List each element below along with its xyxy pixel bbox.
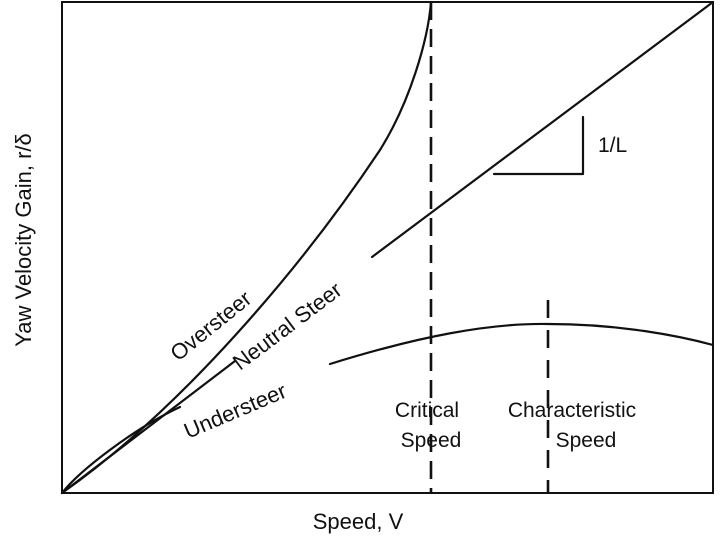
oversteer-curve bbox=[60, 0, 433, 495]
neutral-steer-label: Neutral Steer bbox=[228, 277, 347, 375]
critical-speed-label-line1: Critical bbox=[395, 399, 459, 422]
slope-label: 1/L bbox=[598, 134, 627, 157]
characteristic-speed-label-line1: Characteristic bbox=[508, 399, 636, 422]
characteristic-speed-label-line2: Speed bbox=[556, 429, 617, 452]
x-axis-title: Speed, V bbox=[313, 509, 404, 534]
plot-frame bbox=[61, 1, 714, 494]
understeer-curve bbox=[60, 322, 715, 495]
y-axis-title: Yaw Velocity Gain, r/δ bbox=[11, 133, 36, 347]
understeer-label: Understeer bbox=[180, 378, 290, 444]
slope-triangle bbox=[492, 115, 585, 176]
critical-speed-label-line2: Speed bbox=[401, 429, 462, 452]
